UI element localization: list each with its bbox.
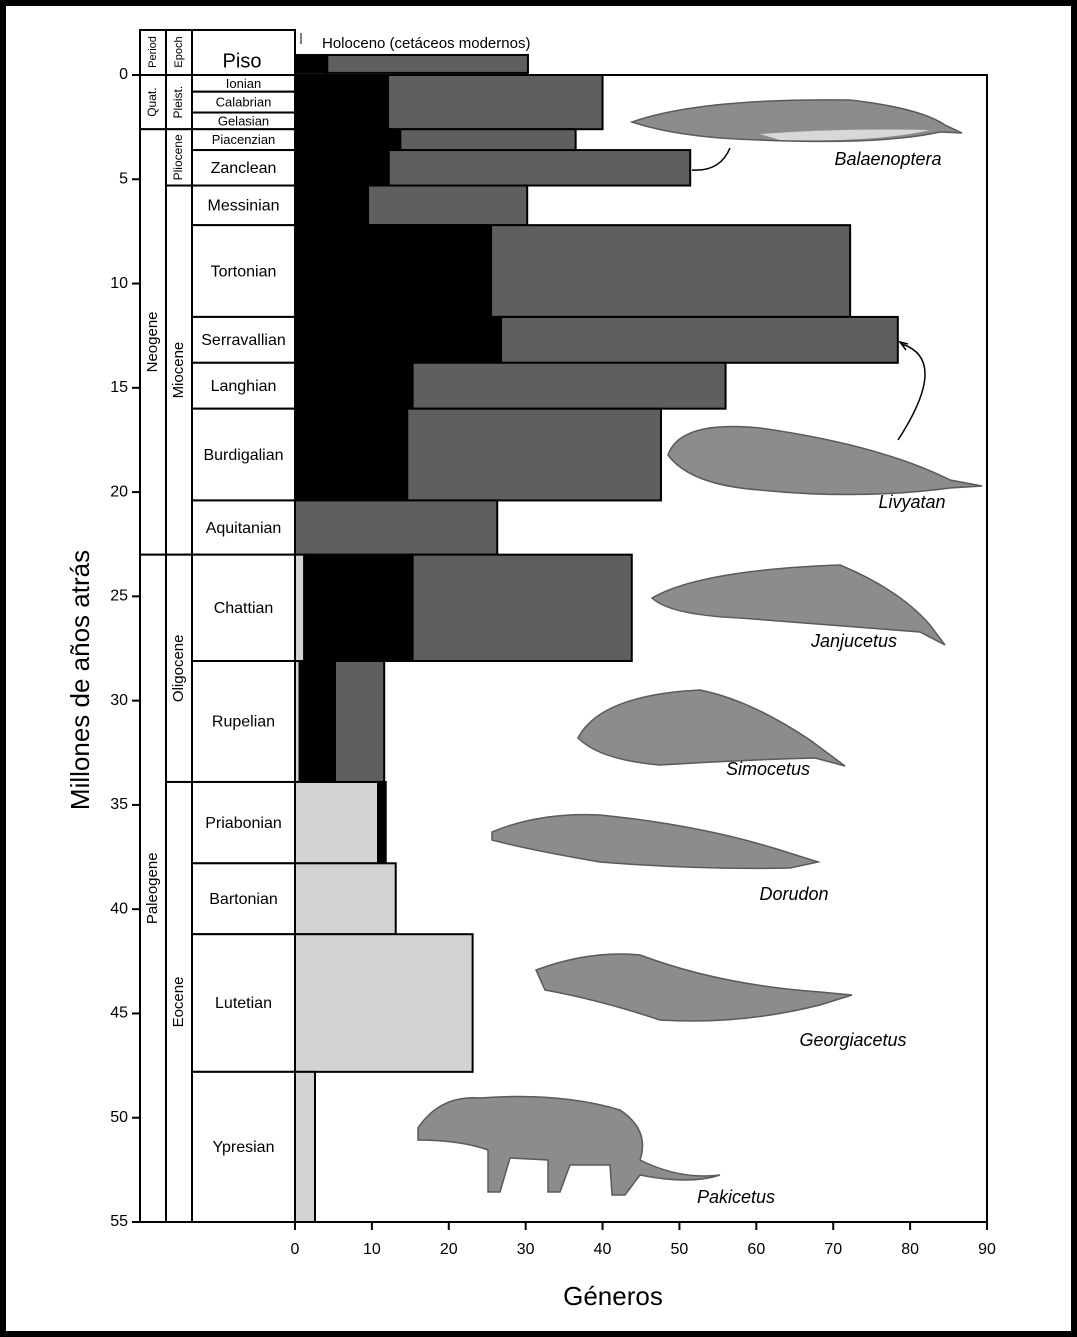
x-tick-label: 60 [747,1241,765,1258]
y-tick-label: 50 [110,1109,128,1126]
x-tick-label: 70 [824,1241,842,1258]
stage-label: Aquitanian [206,520,282,537]
chart: Period Epoch Piso Holoceno (cetáceos mod… [0,0,1077,1337]
x-tick-label: 10 [363,1241,381,1258]
x-tick-label: 90 [978,1241,996,1258]
x-tick-label: 30 [517,1241,535,1258]
animal-label: Dorudon [759,884,828,904]
header-epoch: Epoch [173,36,185,67]
stage-label: Bartonian [209,891,278,908]
bar-segment [413,555,632,661]
bar-segment [295,555,304,661]
stage-label: Zanclean [211,160,277,177]
bar-segment [413,363,726,409]
bar-segment [368,186,527,226]
header-period: Period [147,36,159,68]
animal-label: Janjucetus [810,631,897,651]
stage-label: Messinian [207,198,279,215]
stage-label: Rupelian [212,714,275,731]
y-tick-label: 10 [110,275,128,292]
y-tick-label: 5 [119,170,128,187]
stage-label: Langhian [211,378,277,395]
stage-label: Chattian [214,600,274,617]
y-tick-label: 30 [110,692,128,709]
bar-segment [501,317,898,363]
x-tick-label: 20 [440,1241,458,1258]
epoch-label: Oligocene [170,635,187,703]
stage-label: Ionian [226,76,261,91]
y-tick-label: 55 [110,1213,128,1230]
animal-label: Pakicetus [697,1187,775,1207]
y-tick-label: 45 [110,1005,128,1022]
y-tick-label: 0 [119,66,128,83]
bar-segment [491,225,850,317]
holocene-label: Holoceno (cetáceos modernos) [322,35,530,52]
bar-segment [295,186,368,226]
bar-segment [378,782,386,863]
bar-segment [295,500,497,554]
bar-segment [295,363,413,409]
stage-label: Serravallian [201,332,285,349]
bar-segment [295,1072,315,1222]
period-label: Neogene [144,311,161,372]
stage-label: Gelasian [218,113,269,128]
bar-segment [400,129,575,150]
stage-label: Lutetian [215,995,272,1012]
bar-segment [295,129,400,150]
bar-segment [327,55,528,73]
y-axis-title: Millones de años atrás [65,550,95,810]
y-tick-label: 20 [110,483,128,500]
epoch-label: Miocene [170,342,187,399]
bar-segment [295,934,473,1072]
animal-label: Simocetus [726,759,810,779]
x-tick-label: 50 [671,1241,689,1258]
bar-segment [388,75,603,129]
bar-segment [295,225,491,317]
epoch-label: Eocene [170,977,187,1028]
bar-segment [295,317,501,363]
bar-segment [295,409,407,501]
header-stage: Piso [223,50,262,72]
bar-segment [295,75,388,129]
y-tick-label: 40 [110,900,128,917]
x-tick-label: 0 [291,1241,300,1258]
stage-label: Priabonian [205,815,282,832]
bar-segment [335,661,384,782]
bar-segment [295,782,378,863]
bar-segment [407,409,661,501]
stage-label: Burdigalian [203,447,283,464]
stage-label: Piacenzian [212,132,276,147]
bar-segment [295,55,327,73]
animal-label: Balaenoptera [834,149,941,169]
x-tick-label: 40 [594,1241,612,1258]
stage-label: Calabrian [216,95,272,110]
bar-segment [304,555,412,661]
epoch-label: Pleist. [171,86,185,119]
animal-label: Georgiacetus [799,1030,906,1050]
stage-label: Tortonian [211,263,277,280]
bar-segment [295,863,396,934]
period-label: Quat. [145,87,159,116]
x-tick-label: 80 [901,1241,919,1258]
animal-label: Livyatan [878,492,945,512]
y-tick-label: 35 [110,796,128,813]
epoch-label: Pliocene [171,134,185,180]
x-axis-title: Géneros [563,1281,663,1311]
bar-segment [389,150,690,185]
header-box [140,30,295,75]
y-tick-label: 25 [110,588,128,605]
y-tick-label: 15 [110,379,128,396]
stage-label: Ypresian [213,1139,275,1156]
period-label: Paleogene [144,852,161,924]
bar-segment [300,661,335,782]
bar-segment [295,150,389,185]
